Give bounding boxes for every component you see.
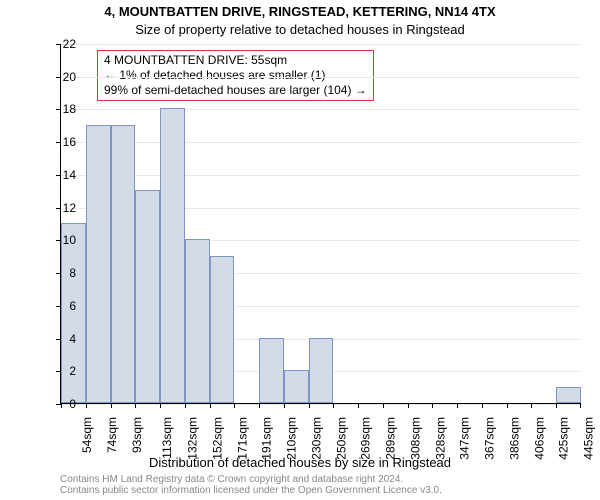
histogram-bar [284,370,309,403]
x-tick-label: 425sqm [557,417,571,460]
x-tick-label: 132sqm [186,417,200,460]
y-tick-label: 0 [46,397,76,411]
x-tick-label: 152sqm [211,417,225,460]
x-tick-label: 289sqm [384,417,398,460]
chart-subtitle: Size of property relative to detached ho… [0,22,600,37]
x-tick-label: 328sqm [433,417,447,460]
x-tick-mark [580,403,581,408]
y-tick-label: 22 [46,37,76,51]
x-tick-label: 347sqm [458,417,472,460]
x-tick-mark [86,403,87,408]
x-tick-mark [259,403,260,408]
gridline [61,175,580,176]
histogram-bar [556,387,581,403]
footer-line-1: Contains HM Land Registry data © Crown c… [60,474,442,485]
x-tick-label: 54sqm [80,417,94,453]
chart-container: 4, MOUNTBATTEN DRIVE, RINGSTEAD, KETTERI… [0,0,600,500]
x-tick-mark [111,403,112,408]
x-tick-mark [482,403,483,408]
gridline [61,109,580,110]
x-tick-mark [160,403,161,408]
x-tick-mark [135,403,136,408]
y-tick-label: 14 [46,168,76,182]
x-tick-label: 210sqm [285,417,299,460]
histogram-bar [135,190,160,403]
y-tick-label: 16 [46,135,76,149]
x-tick-mark [531,403,532,408]
histogram-bar [160,108,185,403]
x-tick-mark [309,403,310,408]
x-tick-label: 250sqm [334,417,348,460]
histogram-bar [210,256,235,403]
x-tick-mark [556,403,557,408]
annotation-line: 4 MOUNTBATTEN DRIVE: 55sqm [104,53,367,68]
x-tick-label: 406sqm [532,417,546,460]
annotation-line: 99% of semi-detached houses are larger (… [104,83,367,98]
x-tick-mark [333,403,334,408]
x-tick-label: 269sqm [359,417,373,460]
y-tick-label: 4 [46,332,76,346]
x-tick-label: 191sqm [260,417,274,460]
y-tick-label: 6 [46,299,76,313]
chart-title-address: 4, MOUNTBATTEN DRIVE, RINGSTEAD, KETTERI… [0,4,600,19]
x-tick-mark [284,403,285,408]
x-tick-mark [210,403,211,408]
gridline [61,44,580,45]
y-tick-label: 10 [46,233,76,247]
x-tick-mark [507,403,508,408]
x-tick-label: 230sqm [310,417,324,460]
x-tick-mark [383,403,384,408]
y-tick-label: 18 [46,102,76,116]
x-tick-mark [432,403,433,408]
x-tick-label: 386sqm [508,417,522,460]
footer-attribution: Contains HM Land Registry data © Crown c… [60,474,442,496]
histogram-bar [111,125,136,403]
x-tick-label: 171sqm [235,417,249,460]
x-tick-label: 308sqm [409,417,423,460]
x-tick-mark [408,403,409,408]
annotation-box: 4 MOUNTBATTEN DRIVE: 55sqm← 1% of detach… [97,50,374,101]
x-tick-label: 93sqm [130,417,144,453]
x-tick-label: 74sqm [105,417,119,453]
x-tick-mark [234,403,235,408]
plot-area: 4 MOUNTBATTEN DRIVE: 55sqm← 1% of detach… [60,44,580,404]
x-tick-mark [358,403,359,408]
x-tick-label: 367sqm [483,417,497,460]
y-tick-label: 12 [46,201,76,215]
x-tick-mark [457,403,458,408]
x-tick-label: 445sqm [582,417,596,460]
y-tick-label: 8 [46,266,76,280]
x-tick-mark [185,403,186,408]
gridline [61,77,580,78]
histogram-bar [309,338,334,403]
histogram-bar [185,239,210,403]
y-tick-label: 20 [46,70,76,84]
annotation-line: ← 1% of detached houses are smaller (1) [104,68,367,83]
gridline [61,404,580,405]
y-tick-label: 2 [46,364,76,378]
histogram-bar [259,338,284,403]
histogram-bar [86,125,111,403]
gridline [61,142,580,143]
footer-line-2: Contains public sector information licen… [60,485,442,496]
x-tick-label: 113sqm [160,417,174,459]
